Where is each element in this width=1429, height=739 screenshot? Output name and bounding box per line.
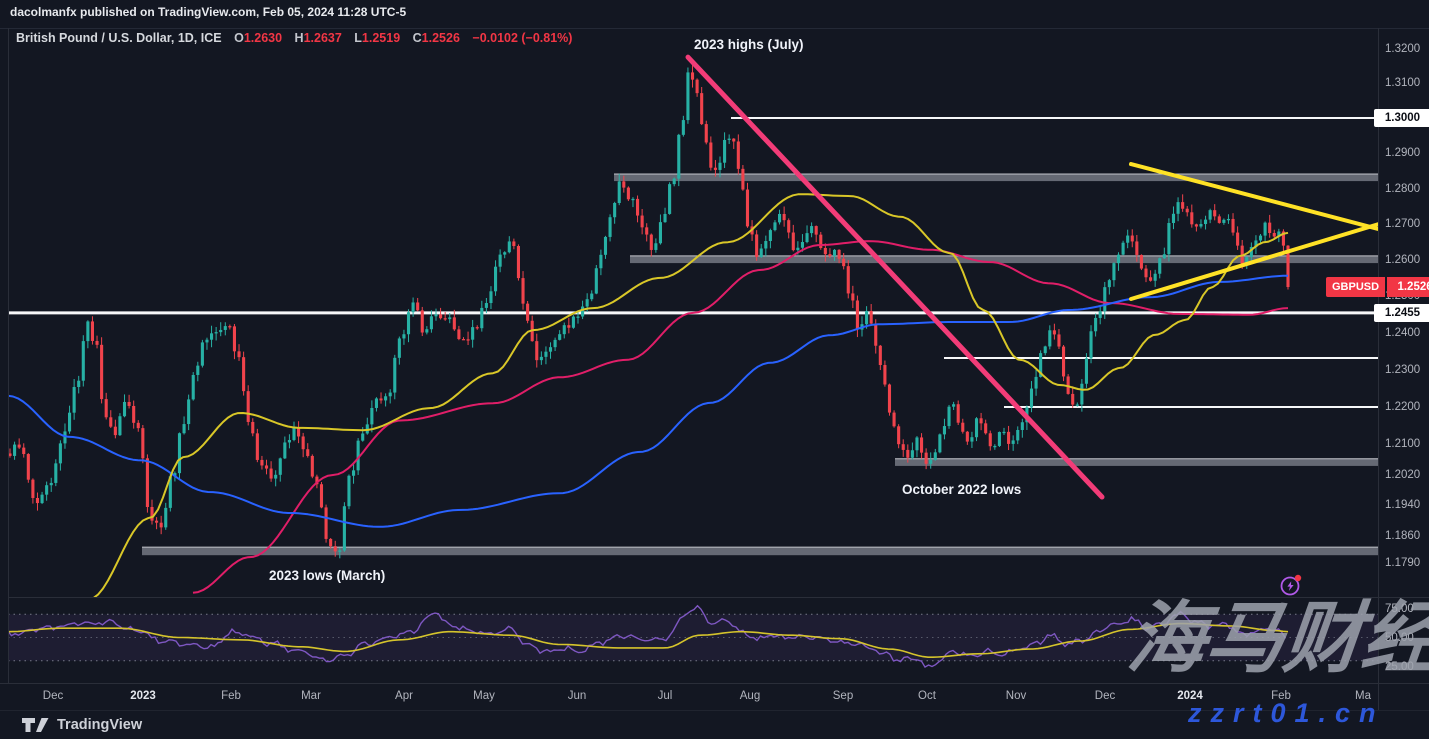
tradingview-logo-icon[interactable] [22, 717, 49, 733]
symbol-badge-label: GBPUSD [1326, 277, 1386, 297]
watermark-cjk: 海马财经 [1123, 594, 1429, 684]
time-tick-feb: Feb [221, 690, 241, 702]
time-tick-nov: Nov [1005, 690, 1027, 702]
close-value: 1.2526 [421, 31, 460, 45]
price-tick: 1.2800 [1385, 182, 1421, 195]
rsi-tick: 75.00 [1385, 602, 1414, 615]
time-tick-aug: Aug [739, 690, 761, 702]
high-value: 1.2637 [303, 31, 342, 45]
price-tick: 1.2020 [1385, 468, 1421, 481]
rsi-tick: 50.00 [1385, 631, 1414, 644]
price-tick: 1.2900 [1385, 147, 1421, 160]
time-tick-dec: Dec [42, 690, 64, 702]
symbol-title: British Pound / U.S. Dollar, 1D, ICE [16, 31, 222, 45]
price-tick: 1.1860 [1385, 529, 1421, 542]
low-label: L [354, 31, 362, 45]
symbol-badge-price: 1.2526 [1387, 277, 1429, 297]
footer-bar: TradingView [0, 710, 1429, 739]
tradingview-wordmark[interactable]: TradingView [57, 717, 143, 733]
time-tick-jun: Jun [567, 690, 587, 702]
open-label: O [234, 31, 244, 45]
time-tick-apr: Apr [395, 690, 413, 702]
symbol-info-bar: British Pound / U.S. Dollar, 1D, ICE O1.… [16, 31, 572, 45]
price-tick: 1.2100 [1385, 438, 1421, 451]
time-tick-sep: Sep [832, 690, 854, 702]
annotation-2023-highs[interactable]: 2023 highs (July) [694, 37, 804, 52]
time-tick-mar: Mar [301, 690, 321, 702]
price-tick: 1.2400 [1385, 327, 1421, 339]
time-tick-feb: Feb [1271, 690, 1291, 702]
close-label: C [412, 31, 422, 45]
open-value: 1.2630 [243, 31, 283, 45]
price-tick: 1.3100 [1385, 77, 1421, 90]
flash-notification-icon[interactable] [1278, 572, 1304, 598]
price-axis[interactable]: 1.3000 1.2455 1.3200 1.3100 1.2900 1.2800 1.… [1374, 28, 1429, 683]
time-tick-may: May [473, 690, 495, 702]
time-axis[interactable]: Dec 2023 Feb Mar Apr May Jun Jul Aug Sep Oct Nov Dec… [0, 683, 1429, 711]
time-tick-oct: Oct [918, 690, 936, 702]
price-tick: 1.2700 [1385, 218, 1421, 231]
annotation-october-2022-lows[interactable]: October 2022 lows [902, 482, 1022, 497]
rsi-tick: 25.00 [1385, 660, 1414, 673]
annotation-2023-lows-march[interactable]: 2023 lows (March) [269, 568, 386, 583]
high-label: H [294, 31, 304, 45]
price-tick: 1.1940 [1385, 499, 1421, 511]
price-tick: 1.2300 [1385, 363, 1421, 376]
price-tick: 1.3200 [1385, 42, 1421, 55]
watermark-url: zzrt01.cn [1188, 698, 1385, 728]
price-badge-12455: 1.2455 [1374, 303, 1429, 322]
time-tick-jul: Jul [657, 690, 673, 702]
price-badge-13000: 1.3000 [1374, 109, 1429, 127]
last-price-badge: GBPUSD 1.2526 [1326, 277, 1429, 297]
change-value: −0.0102 (−0.81%) [472, 31, 573, 45]
price-tick: 1.2600 [1385, 254, 1421, 267]
price-tick: 1.1790 [1385, 556, 1421, 569]
publish-header: dacolmanfx published on TradingView.com,… [10, 5, 407, 19]
time-tick-2023: 2023 [130, 690, 156, 702]
price-tick: 1.2200 [1385, 400, 1421, 413]
time-tick-ma: Ma [1355, 690, 1371, 702]
low-value: 1.2519 [361, 31, 401, 45]
time-tick-dec: Dec [1094, 690, 1116, 702]
time-tick-2024: 2024 [1177, 690, 1203, 702]
